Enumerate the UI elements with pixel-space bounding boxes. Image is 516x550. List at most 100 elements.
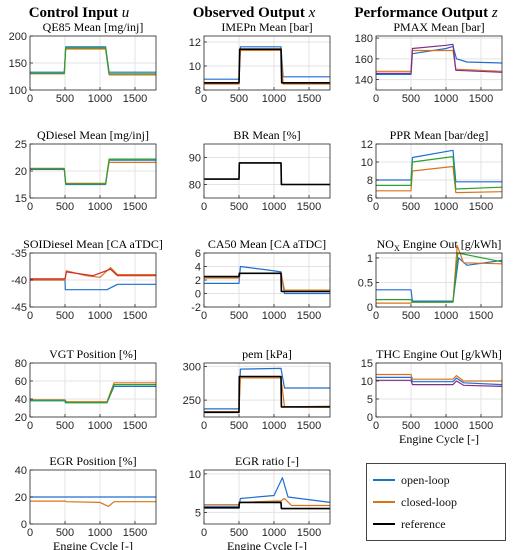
panel-9-ytick-label: 60 [15,376,27,388]
panel-4-title: BR Mean [%] [233,128,300,142]
panel-13-title: EGR ratio [-] [235,454,299,468]
column-title-1: Observed Output x [193,5,316,21]
panel-6-xtick-label: 1000 [88,310,112,322]
panel-7-title: CA50 Mean [CA aTDC] [208,237,326,251]
panel-10-title: pem [kPa] [242,347,292,361]
panel-4-ytick-label: 80 [189,180,201,192]
panel-13-ytick-label: 10 [189,469,201,481]
panel-12-xtick-label: 1000 [88,527,112,539]
panel-8-series-open_loop [376,257,503,302]
panel-13-xtick-label: 1500 [297,527,321,539]
panel-3-xtick-label: 0 [27,201,33,213]
panel-9-axes-box [29,362,157,418]
panel-13-series-reference [204,501,330,510]
panel-5-series-extra1 [376,156,503,190]
panel-8-xtick-label: 0 [373,310,379,322]
panel-5-series-open_loop [376,149,502,183]
panel-8-title-part: X [394,244,400,253]
panel-12-ytick-label: 40 [15,465,27,477]
panel-11-ytick-label: 0 [367,412,373,424]
panel-7-xtick-label: 0 [201,310,207,322]
panel-1-series-closed_loop [204,49,330,85]
panel-6-ytick-label: -40 [11,275,27,287]
panel-13-xtick-label: 0 [201,527,207,539]
panel-9-ytick-label: 20 [15,412,27,424]
legend-item-closed-loop: closed-loop [373,494,457,510]
panel-10-series-open_loop [204,367,330,410]
panel-3-series-open_loop [30,159,156,186]
panel-7-ytick-label: -2 [191,302,201,314]
panel-12-xtick-label: 500 [56,527,74,539]
panel-8-ytick-label: 0 [367,302,373,314]
panel-2-series-closed_loop [376,49,503,72]
panel-10-xtick-label: 1500 [297,420,321,432]
panel-3-series-closed_loop [30,161,156,184]
panel-4-axes-box [203,143,331,199]
panel-8-title-part: NO [377,237,395,251]
panel-3-ytick-label: 15 [15,193,27,205]
panel-5-xtick-label: 0 [373,201,379,213]
panel-5-xtick-label: 1500 [469,201,493,213]
panel-6-series-open_loop [30,279,156,291]
panel-9-xtick-label: 1000 [88,420,112,432]
legend-swatch-closed-loop [373,501,395,503]
legend-item-reference: reference [373,516,446,532]
panel-0-xtick-label: 0 [27,93,33,105]
panel-4-xtick-label: 0 [201,201,207,213]
panel-0-series-extra1 [30,47,156,75]
panel-2-ytick-label: 160 [355,54,373,66]
legend-item-open-loop: open-loop [373,472,450,488]
panel-2-title: PMAX Mean [bar] [393,20,484,34]
panel-9-series-extra1 [30,384,156,404]
panel-5-ytick-label: 6 [367,193,373,205]
panel-11-ytick-label: 5 [367,394,373,406]
panel-1-xtick-label: 1500 [297,93,321,105]
panel-11-title: THC Engine Out [g/kWh] [376,347,502,361]
panel-6-ytick-label: -35 [11,248,27,260]
panel-5-ytick-label: 8 [367,175,373,187]
panel-7-xtick-label: 1000 [262,310,286,322]
column-title-0: Control Input u [29,5,130,21]
panel-6-series-closed_loop [30,267,156,281]
panel-3-title: QDiesel Mean [mg/inj] [37,128,149,142]
column-title-text: Performance Output [354,5,491,21]
legend-label-open-loop: open-loop [401,472,450,487]
panel-1-series-reference [204,48,330,84]
panel-10-xtick-label: 500 [230,420,248,432]
panel-2-series-extra2 [376,43,503,75]
column-title-symbol: u [122,5,130,21]
panel-5-axes-box [375,143,503,199]
panel-11-xtick-label: 1000 [434,420,458,432]
panel-6-ytick-label: -45 [11,302,27,314]
panel-11-xtick-label: 1500 [469,420,493,432]
panel-8-ytick-label: 0.5 [358,277,373,289]
panel-10-xtick-label: 0 [201,420,207,432]
panel-7-xtick-label: 1500 [297,310,321,322]
panel-7-xtick-label: 500 [230,310,248,322]
panel-2-ytick-label: 180 [355,33,373,45]
panel-6-title: SOIDiesel Mean [CA aTDC] [23,237,163,251]
panel-0-ytick-label: 100 [9,85,27,97]
panel-8-title-part: Engine Out [g/kWh] [400,237,502,251]
panel-6-xtick-label: 500 [56,310,74,322]
panel-11-series-extra2 [376,379,503,387]
column-title-symbol: z [491,5,498,21]
panel-7-ytick-label: 0 [195,289,201,301]
panel-4-xtick-label: 1000 [262,201,286,213]
panel-0-ytick-label: 200 [9,31,27,43]
panel-6-xtick-label: 0 [27,310,33,322]
panel-9-xtick-label: 1500 [123,420,147,432]
column-title-text: Observed Output [193,5,309,21]
panel-11-xtick-label: 0 [373,420,379,432]
panel-11-xlabel: Engine Cycle [-] [399,432,479,446]
panel-1-xtick-label: 1000 [262,93,286,105]
legend: open-loop closed-loop reference [366,463,506,541]
panel-3-series-extra1 [30,158,156,185]
panel-12-series-closed_loop [30,500,156,507]
panel-11-ytick-label: 10 [361,376,373,388]
panel-4-ytick-label: 90 [189,153,201,165]
panel-13-axes-box [203,469,331,525]
panel-9-xtick-label: 0 [27,420,33,432]
panel-13-xlabel: Engine Cycle [-] [227,539,307,550]
